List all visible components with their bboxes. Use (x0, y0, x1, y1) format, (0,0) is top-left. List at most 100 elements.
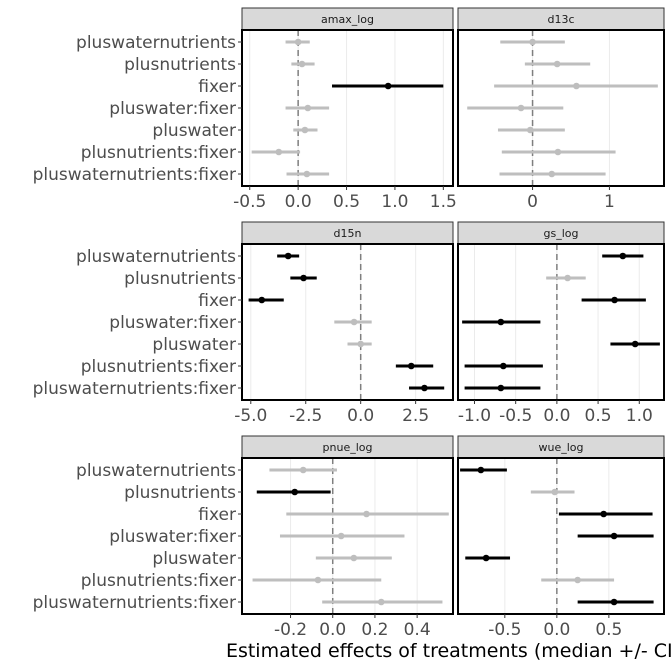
panel-border (457, 29, 665, 187)
y-tick-label: plusnutrients:fixer (81, 143, 236, 163)
x-tick-label: 0.0 (543, 406, 570, 426)
y-tick-label: fixer (198, 291, 236, 311)
y-tick-label: plusnutrients:fixer (81, 571, 236, 591)
y-tick-label: plusnutrients (124, 269, 236, 289)
y-tick-label: pluswater:fixer (109, 99, 236, 119)
panel-pnue-log: pnue_log-0.2 0.0 0.2 0.4pluswaternutrientsp… (33, 435, 454, 640)
median-point (526, 126, 534, 134)
median-point (551, 488, 559, 496)
y-tick-label: pluswater (152, 121, 236, 141)
panel-wue-log: wue_log -0.5 0.0 0.5 (457, 435, 665, 640)
x-tick-label: -2.5 (289, 406, 322, 426)
x-tick-label: 2.5 (402, 406, 429, 426)
median-point (517, 104, 525, 112)
median-point (350, 318, 358, 326)
median-point (553, 60, 561, 68)
median-point (301, 126, 309, 134)
panel-border (457, 243, 665, 401)
median-point (611, 296, 618, 304)
x-tick-label: 0.2 (361, 620, 388, 640)
y-tick-label: pluswaternutrients:fixer (33, 593, 236, 613)
median-point (619, 252, 627, 260)
panel-gs-log: gs_log -1.0 -0.5 0.0 0.5 1.0 (457, 221, 665, 426)
y-tick-label: pluswaternutrients (76, 247, 236, 267)
median-point (377, 598, 385, 606)
median-point (300, 274, 307, 282)
x-tick-label: 0.0 (543, 620, 570, 640)
y-tick-label: pluswater:fixer (109, 313, 236, 333)
y-tick-label: plusnutrients:fixer (81, 357, 236, 377)
median-point (610, 598, 618, 606)
x-tick-label: 0.0 (347, 406, 374, 426)
panel-amax-log: amax_log -0.5 0.0 0.5 1.0 1.5 pluswaternutrien… (33, 7, 457, 212)
median-point (421, 384, 428, 392)
median-point (482, 554, 490, 562)
y-tick-label: plusnutrients (124, 483, 236, 503)
median-point (384, 82, 392, 90)
median-point (407, 362, 415, 370)
median-point (299, 466, 307, 474)
x-tick-label: -0.5 (488, 620, 521, 640)
median-point (600, 510, 607, 518)
x-tick-label: -5.0 (234, 406, 267, 426)
median-point (314, 576, 322, 584)
y-tick-label: pluswater:fixer (109, 527, 236, 547)
x-tick-label: 0.5 (585, 406, 612, 426)
y-tick-label: pluswaternutrients:fixer (33, 379, 236, 399)
median-point (304, 104, 312, 112)
median-point (564, 274, 571, 282)
median-point (497, 318, 505, 326)
x-tick-label: 0.5 (595, 620, 622, 640)
strip-label: gs_log (544, 227, 579, 240)
x-tick-label: 0.0 (319, 620, 346, 640)
strip-label: d15n (334, 227, 362, 240)
median-point (574, 576, 581, 584)
median-point (284, 252, 292, 260)
median-point (529, 38, 536, 46)
y-tick-label: plusnutrients (124, 55, 236, 75)
y-tick-label: pluswaternutrients (76, 461, 236, 481)
y-tick-label: pluswaternutrients (76, 33, 236, 53)
y-tick-label: fixer (198, 505, 236, 525)
x-tick-label: -0.5 (499, 406, 532, 426)
panel-border (457, 457, 665, 615)
median-point (548, 170, 556, 178)
median-point (631, 340, 639, 348)
median-point (294, 38, 302, 46)
y-tick-label: pluswater (152, 335, 236, 355)
x-tick-label: 0.0 (285, 192, 312, 212)
panel-d15n: d15n-5.0 -2.5 0.0 2.5pluswaternutrientsplus… (33, 221, 454, 426)
median-point (275, 148, 283, 156)
median-point (573, 82, 580, 90)
median-point (303, 170, 311, 178)
strip-label: wue_log (538, 441, 583, 454)
median-point (500, 362, 507, 370)
median-point (497, 384, 505, 392)
median-point (610, 532, 618, 540)
x-tick-label: -1.0 (458, 406, 491, 426)
x-tick-label: 1.5 (430, 192, 457, 212)
median-point (350, 554, 358, 562)
median-point (363, 510, 370, 518)
x-tick-label: 0.4 (404, 620, 431, 640)
x-axis-title: Estimated effects of treatments (median … (226, 640, 672, 662)
panel-background (242, 30, 453, 186)
median-point (337, 532, 345, 540)
x-tick-label: 1.0 (381, 192, 408, 212)
median-point (258, 296, 266, 304)
strip-label: pnue_log (323, 441, 373, 454)
x-tick-label: 1.0 (626, 406, 653, 426)
y-tick-label: pluswaternutrients:fixer (33, 165, 236, 185)
x-tick-label: -0.5 (233, 192, 266, 212)
strip-label: d13c (547, 13, 574, 26)
x-tick-label: -0.2 (274, 620, 307, 640)
strip-label: amax_log (321, 13, 374, 26)
median-point (291, 488, 299, 496)
median-point (477, 466, 485, 474)
y-tick-label: pluswater (152, 549, 236, 569)
x-tick-label: 0 (527, 192, 538, 212)
y-tick-label: fixer (198, 77, 236, 97)
panel-d13c: d13c 0 1 (457, 7, 665, 212)
median-point (298, 60, 306, 68)
